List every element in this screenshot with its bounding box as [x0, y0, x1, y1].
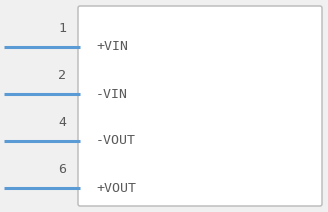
Text: 2: 2 — [58, 69, 66, 82]
Text: +VIN: +VIN — [96, 40, 128, 53]
Text: +VOUT: +VOUT — [96, 181, 136, 194]
Text: 6: 6 — [58, 163, 66, 176]
FancyBboxPatch shape — [78, 6, 322, 206]
Text: 4: 4 — [58, 116, 66, 129]
Text: -VOUT: -VOUT — [96, 134, 136, 148]
Text: 1: 1 — [58, 22, 66, 35]
Text: -VIN: -VIN — [96, 88, 128, 100]
